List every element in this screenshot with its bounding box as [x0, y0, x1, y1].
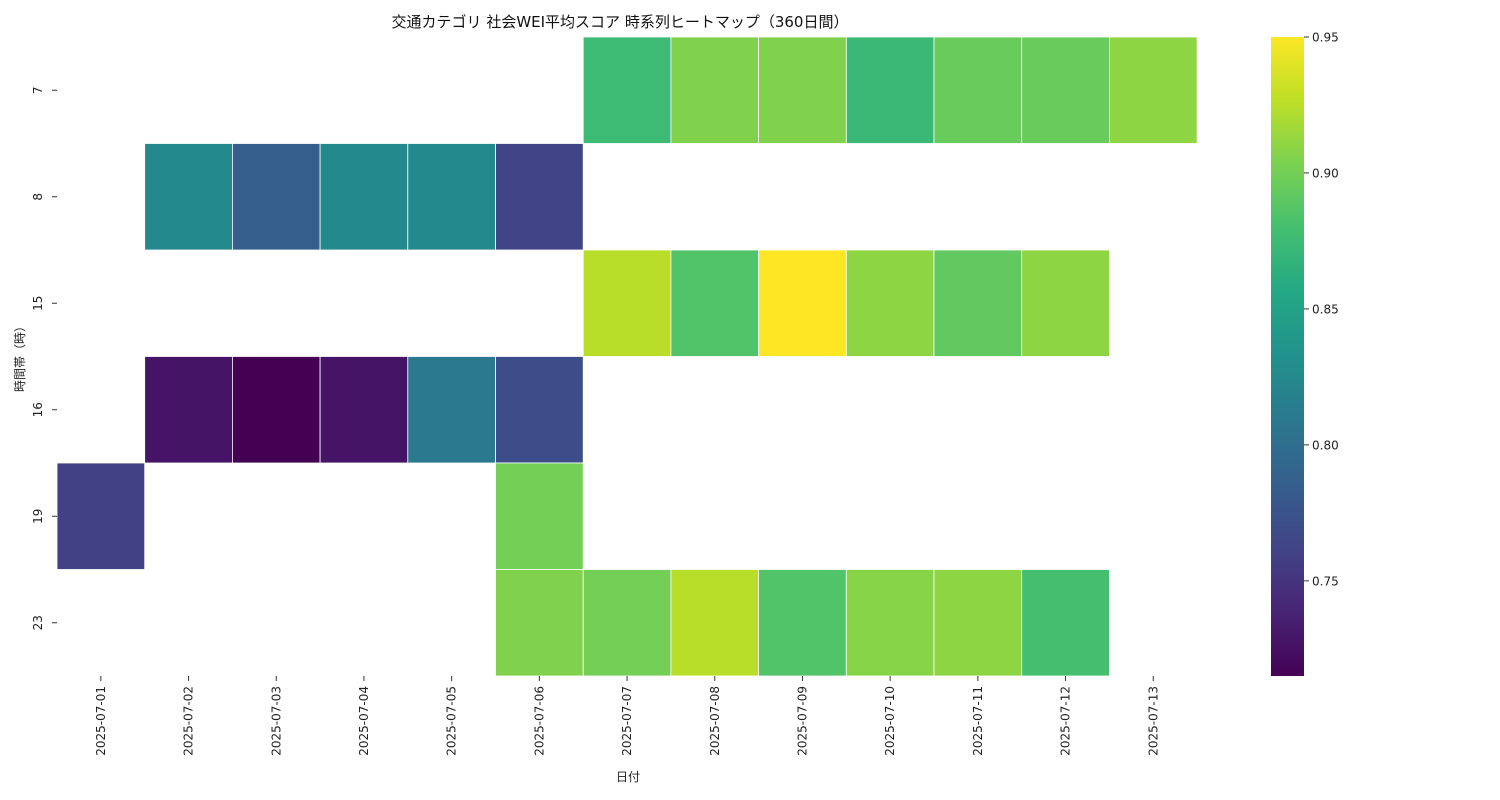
heatmap-cell: [319, 143, 409, 251]
x-tick-label: 2025-07-07: [620, 686, 634, 756]
heatmap-cell: [933, 249, 1023, 357]
heatmap-cell: [319, 356, 409, 464]
y-tick-label: 23: [31, 615, 45, 630]
heatmap-cell: [407, 143, 496, 251]
heatmap-cell: [758, 36, 847, 144]
colorbar-gradient: [1271, 37, 1304, 676]
heatmap-cell: [495, 569, 584, 677]
heatmap-cell: [1109, 36, 1198, 144]
heatmap-cell: [495, 462, 584, 570]
heatmap-cell: [495, 356, 584, 464]
heatmap-cell: [670, 569, 760, 677]
chart-title: 交通カテゴリ 社会WEI平均スコア 時系列ヒートマップ（360日間）: [392, 13, 849, 31]
x-tick-label: 2025-07-03: [269, 686, 283, 756]
y-tick-label: 15: [31, 296, 45, 311]
y-tick-label: 8: [31, 193, 45, 201]
x-tick-label: 2025-07-09: [795, 686, 809, 756]
heatmap-cell: [1021, 569, 1110, 677]
heatmap-cell: [144, 143, 233, 251]
y-tick-label: 7: [31, 86, 45, 94]
x-axis-title: 日付: [616, 770, 640, 784]
x-tick-label: 2025-07-12: [1059, 686, 1073, 756]
colorbar-tick-label: 0.90: [1312, 166, 1339, 180]
heatmap-cell: [933, 569, 1023, 677]
x-tick-label: 2025-07-04: [357, 686, 371, 756]
colorbar-tick-label: 0.85: [1312, 302, 1339, 316]
heatmap-cell: [582, 36, 672, 144]
heatmap-cell: [495, 143, 584, 251]
heatmap-cell: [845, 36, 935, 144]
heatmap-cell: [758, 569, 847, 677]
heatmap-cell: [845, 249, 935, 357]
heatmap-cell: [231, 143, 321, 251]
colorbar-tick-label: 0.75: [1312, 574, 1339, 588]
heatmap-cell: [582, 249, 672, 357]
heatmap-cell: [144, 356, 233, 464]
x-tick-label: 2025-07-13: [1146, 686, 1160, 756]
x-tick-label: 2025-07-06: [532, 686, 546, 756]
heatmap-cell: [1021, 36, 1110, 144]
colorbar-tick-label: 0.95: [1312, 31, 1339, 45]
x-tick-label: 2025-07-11: [971, 686, 985, 756]
colorbar-tick-label: 0.80: [1312, 438, 1339, 452]
heatmap-cell: [407, 356, 496, 464]
heatmap-cell: [758, 249, 847, 357]
heatmap-cell: [582, 569, 672, 677]
x-tick-label: 2025-07-05: [445, 686, 459, 756]
y-axis-title: 時間帯（時）: [13, 320, 27, 392]
heatmap-cells: [56, 36, 1198, 677]
x-tick-label: 2025-07-08: [708, 686, 722, 756]
x-tick-label: 2025-07-01: [94, 686, 108, 756]
heatmap-cell: [231, 356, 321, 464]
y-tick-label: 19: [31, 509, 45, 524]
y-tick-label: 16: [31, 402, 45, 417]
colorbar: 0.75 0.80 0.85 0.90 0.95: [1271, 31, 1339, 676]
heatmap-cell: [845, 569, 935, 677]
heatmap-cell: [670, 249, 760, 357]
heatmap-cell: [1021, 249, 1110, 357]
heatmap-cell: [56, 462, 146, 570]
heatmap-cell: [670, 36, 760, 144]
heatmap-cell: [933, 36, 1023, 144]
x-tick-label: 2025-07-02: [182, 686, 196, 756]
x-axis: 2025-07-01 2025-07-02 2025-07-03 2025-07-04…: [94, 676, 1160, 756]
y-axis: 7 8 15 16 19 23: [31, 86, 57, 630]
x-tick-label: 2025-07-10: [883, 686, 897, 756]
